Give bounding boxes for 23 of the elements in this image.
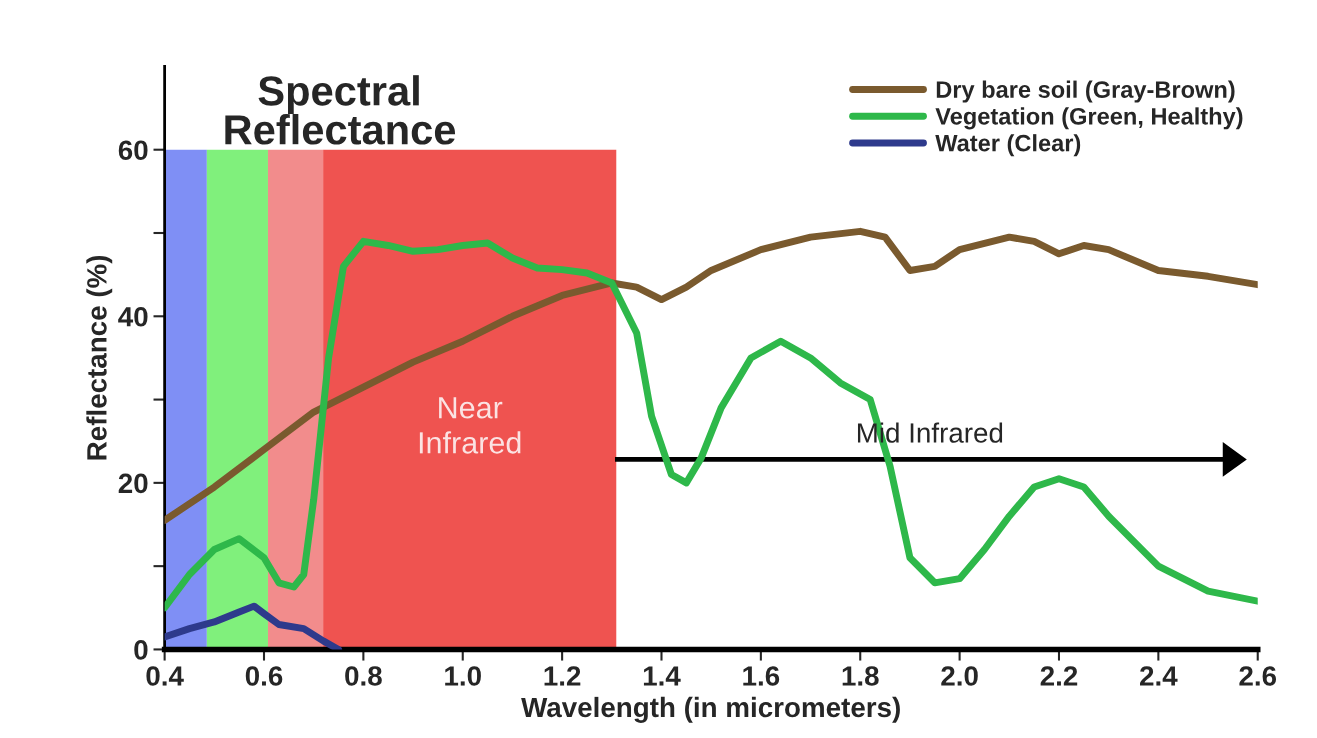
x-tick-label: 1.8 (842, 666, 879, 686)
x-tick-label: 2.2 (1040, 666, 1078, 686)
legend-label: Water (Clear) (935, 134, 1081, 157)
text: Spectral Reflectance (225, 75, 456, 145)
y-tick-label: 60 (118, 140, 148, 161)
y-tick-label: 40 (118, 306, 148, 327)
x-tick-label: 2.4 (1140, 666, 1178, 686)
x-tick-label: 2.6 (1239, 666, 1277, 686)
y-tick-label: 20 (118, 473, 148, 494)
band-label: Near Infrared (419, 397, 521, 454)
x-tick-label: 1.6 (743, 666, 780, 686)
x-tick-label: 1.2 (544, 666, 581, 686)
x-tick-label: 1.4 (643, 666, 681, 686)
legend-label: Vegetation (Green, Healthy) (935, 107, 1243, 130)
x-axis-title: Wavelength (in micrometers) (521, 696, 900, 723)
x-tick-label: 0.6 (245, 666, 283, 686)
y-tick-label: 0 (134, 640, 148, 660)
x-tick-label: 0.8 (345, 666, 382, 686)
x-tick-label: 1.0 (445, 666, 481, 686)
x-tick-label: 0.4 (146, 666, 184, 686)
x-tick-label: 2.0 (941, 666, 978, 686)
y-axis-title: Reflectance (%) (86, 255, 113, 460)
legend-label: Dry bare soil (Gray-Brown) (936, 80, 1235, 103)
